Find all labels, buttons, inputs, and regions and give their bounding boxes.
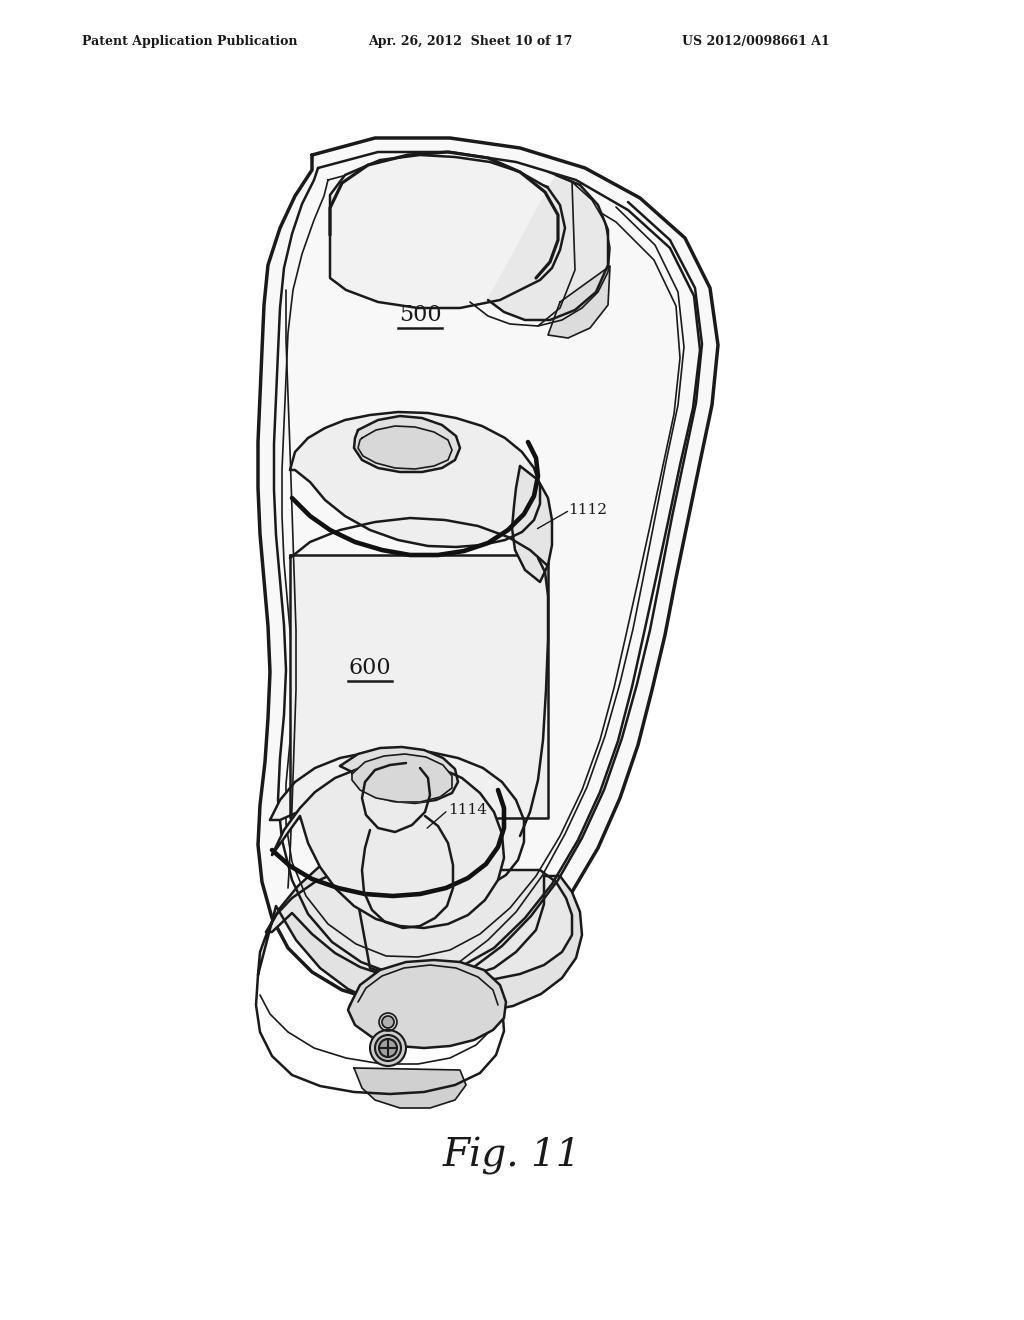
Text: 1112: 1112 <box>568 503 607 517</box>
Text: Apr. 26, 2012  Sheet 10 of 17: Apr. 26, 2012 Sheet 10 of 17 <box>368 36 572 48</box>
Text: US 2012/0098661 A1: US 2012/0098661 A1 <box>682 36 829 48</box>
Polygon shape <box>266 870 572 983</box>
Circle shape <box>370 1030 406 1067</box>
Polygon shape <box>258 847 582 1014</box>
Polygon shape <box>330 154 565 308</box>
Polygon shape <box>348 960 506 1048</box>
Polygon shape <box>290 412 540 546</box>
Polygon shape <box>290 554 548 818</box>
Polygon shape <box>488 176 608 319</box>
Polygon shape <box>352 754 452 803</box>
Text: 600: 600 <box>349 657 391 678</box>
Polygon shape <box>548 267 610 338</box>
Text: Fig. 11: Fig. 11 <box>442 1137 582 1175</box>
Text: 500: 500 <box>398 304 441 326</box>
Circle shape <box>375 1035 401 1061</box>
Circle shape <box>382 1016 394 1028</box>
Text: 1114: 1114 <box>449 803 487 817</box>
Text: Patent Application Publication: Patent Application Publication <box>82 36 298 48</box>
Polygon shape <box>354 416 460 473</box>
Polygon shape <box>358 426 452 469</box>
Circle shape <box>379 1012 397 1031</box>
Polygon shape <box>354 1068 466 1107</box>
Circle shape <box>379 1039 397 1057</box>
Polygon shape <box>272 763 504 928</box>
Polygon shape <box>340 747 458 803</box>
Polygon shape <box>270 750 524 895</box>
Polygon shape <box>512 466 552 582</box>
Polygon shape <box>258 139 718 1002</box>
